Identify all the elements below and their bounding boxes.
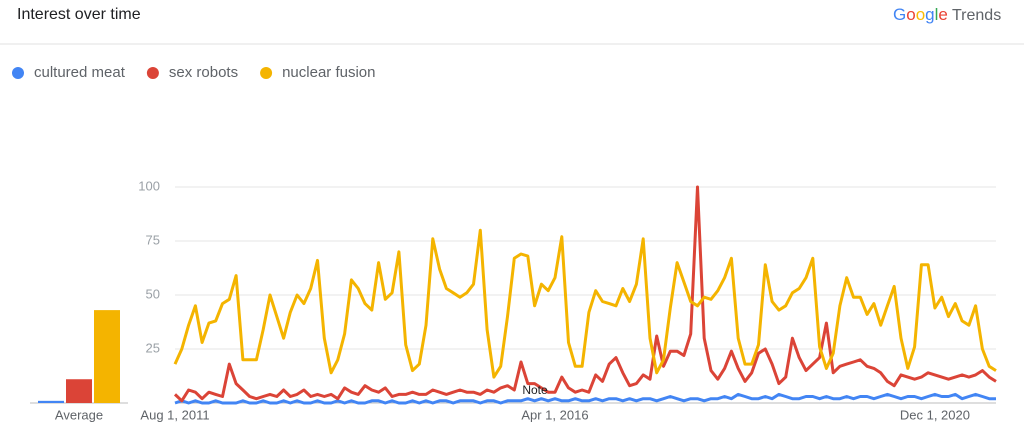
x-tick-label: Aug 1, 2011 bbox=[140, 407, 209, 422]
x-tick-label: Dec 1, 2020 bbox=[900, 407, 970, 422]
average-bar bbox=[38, 400, 64, 403]
legend-label: cultured meat bbox=[34, 64, 126, 81]
brand-product: Trends bbox=[952, 7, 1001, 24]
widget-title: Interest over time bbox=[17, 6, 141, 23]
legend-label: sex robots bbox=[169, 64, 238, 81]
x-tick-label: Apr 1, 2016 bbox=[521, 407, 588, 422]
y-tick-label: 25 bbox=[146, 340, 160, 355]
legend-label: nuclear fusion bbox=[282, 64, 375, 81]
series-line bbox=[173, 185, 997, 403]
annotation: Note bbox=[522, 383, 548, 397]
legend-marker bbox=[146, 67, 159, 79]
average-bar bbox=[94, 310, 120, 403]
legend-marker bbox=[12, 67, 24, 79]
series-line bbox=[173, 228, 997, 379]
y-tick-label: 100 bbox=[138, 178, 160, 193]
series-line bbox=[174, 392, 996, 405]
legend-marker bbox=[260, 67, 273, 79]
y-tick-label: 50 bbox=[146, 286, 160, 301]
y-tick-label: 75 bbox=[146, 232, 160, 247]
brand-logo: Google bbox=[893, 5, 948, 24]
average-label: Average bbox=[55, 407, 103, 422]
average-bar bbox=[66, 379, 92, 403]
